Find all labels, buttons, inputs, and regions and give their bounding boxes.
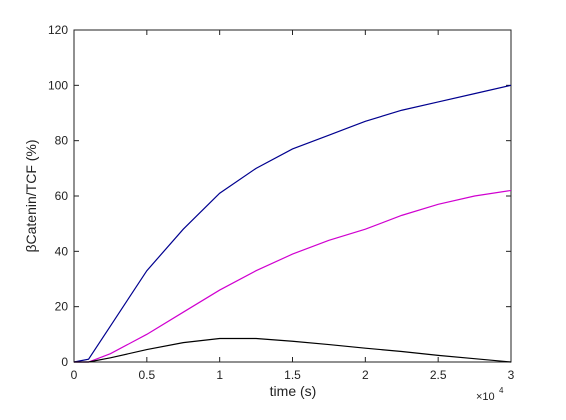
line-series [74, 189, 512, 363]
y-tick-label: 0 [61, 355, 68, 369]
x-tick-label: 1.5 [284, 368, 301, 382]
x-tick-label: 2.5 [430, 368, 447, 382]
x-tick-label: 3 [508, 368, 515, 382]
axes-box [73, 29, 512, 363]
line-series [73, 84, 512, 363]
line-series [74, 337, 512, 363]
x-tick-label: 1 [216, 368, 223, 382]
x-multiplier-exponent: 4 [499, 386, 504, 395]
y-tick-label: 100 [48, 78, 68, 92]
y-axis-label: βCatenin/TCF (%) [23, 139, 39, 252]
y-tick-label: 120 [48, 23, 68, 37]
y-tick-label: 80 [55, 134, 69, 148]
x-tick-label: 0 [71, 368, 78, 382]
x-multiplier: ×10 [476, 391, 495, 403]
y-tick-label: 20 [55, 300, 69, 314]
y-tick-label: 40 [55, 244, 69, 258]
x-axis-label: time (s) [270, 383, 317, 399]
x-tick-label: 0.5 [138, 368, 155, 382]
x-tick-label: 2 [362, 368, 369, 382]
y-tick-label: 60 [55, 189, 69, 203]
